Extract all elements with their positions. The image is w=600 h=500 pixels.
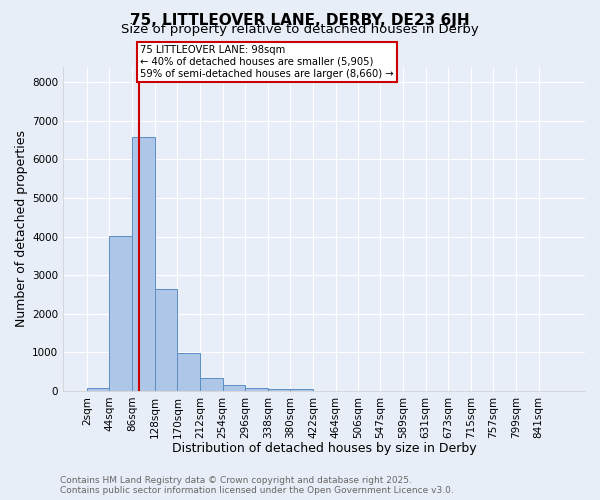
Text: 75 LITTLEOVER LANE: 98sqm
← 40% of detached houses are smaller (5,905)
59% of se: 75 LITTLEOVER LANE: 98sqm ← 40% of detac… <box>140 46 394 78</box>
Bar <box>245 388 268 391</box>
X-axis label: Distribution of detached houses by size in Derby: Distribution of detached houses by size … <box>172 442 476 455</box>
Y-axis label: Number of detached properties: Number of detached properties <box>15 130 28 328</box>
Bar <box>290 388 313 391</box>
Bar <box>223 386 245 391</box>
Bar <box>178 353 200 391</box>
Text: Contains HM Land Registry data © Crown copyright and database right 2025.
Contai: Contains HM Land Registry data © Crown c… <box>60 476 454 495</box>
Bar <box>87 388 109 391</box>
Text: Size of property relative to detached houses in Derby: Size of property relative to detached ho… <box>121 22 479 36</box>
Bar <box>132 137 155 391</box>
Bar <box>109 236 132 391</box>
Bar <box>155 288 178 391</box>
Text: 75, LITTLEOVER LANE, DERBY, DE23 6JH: 75, LITTLEOVER LANE, DERBY, DE23 6JH <box>130 12 470 28</box>
Bar <box>200 378 223 391</box>
Bar <box>268 388 290 391</box>
